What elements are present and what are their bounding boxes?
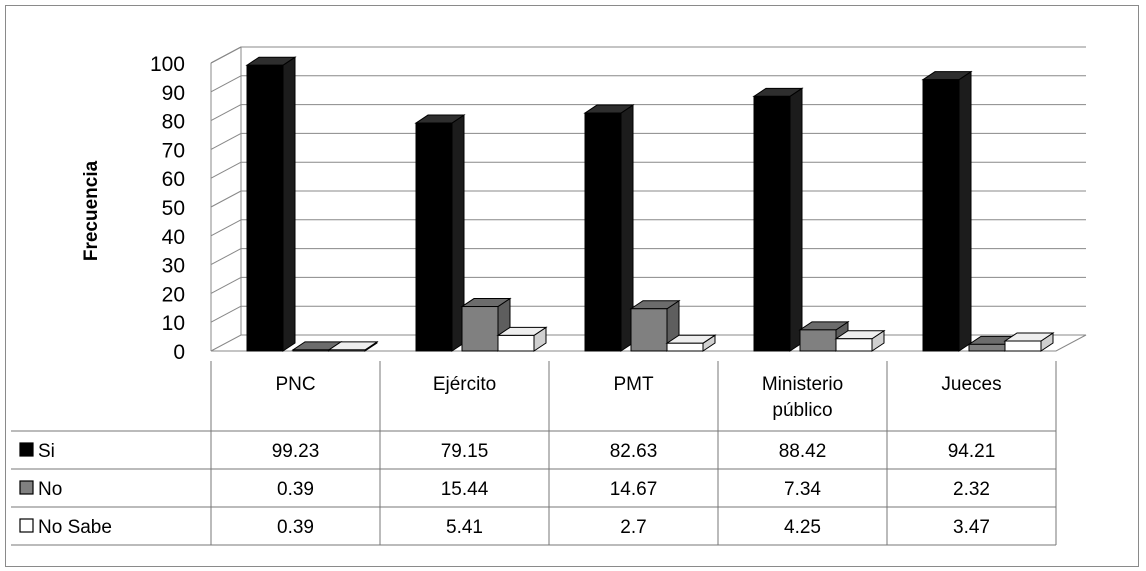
table-value: 2.32 (953, 479, 990, 500)
bar-side (958, 70, 972, 352)
y-tick-label: 50 (162, 197, 185, 220)
table-category-label: PMT (613, 374, 654, 395)
legend-label: No (38, 479, 62, 500)
bar-front (1004, 340, 1042, 352)
bar-front (753, 95, 791, 352)
table-value: 88.42 (779, 441, 827, 462)
table-value: 14.67 (610, 479, 658, 500)
bar-side (789, 87, 803, 352)
data-table: PNC Ejército PMT Ministerio público Jueces Si 9… (11, 361, 1057, 546)
bar-front (461, 306, 499, 352)
gridline-side (210, 276, 242, 294)
table-category-label: público (772, 400, 832, 421)
bar-front (835, 338, 873, 352)
table-value: 0.39 (277, 479, 314, 500)
bar (414, 114, 466, 352)
y-axis-label: Frecuencia (81, 160, 102, 261)
table-value: 4.25 (784, 517, 821, 538)
table-value: 94.21 (948, 441, 996, 462)
y-tick-label: 80 (162, 111, 185, 134)
table-value: 7.34 (784, 479, 821, 500)
bar (629, 299, 681, 352)
bar (496, 326, 548, 352)
bar (665, 334, 717, 352)
gridline-side (210, 219, 242, 237)
bar (245, 56, 297, 352)
bar (327, 340, 379, 352)
bar-side (282, 56, 296, 352)
bar (752, 87, 804, 352)
y-tick-label: 60 (162, 168, 185, 191)
bar-front (328, 349, 366, 352)
table-category-label: Ministerio (762, 374, 843, 395)
gridline-side (210, 75, 242, 93)
bar-front (584, 112, 622, 352)
bar-front (922, 79, 960, 352)
table-category-label: PNC (275, 374, 315, 395)
bar (921, 70, 973, 352)
gridline-side (210, 248, 242, 266)
y-tick-label: 90 (162, 82, 185, 105)
table-value: 79.15 (441, 441, 489, 462)
table-value: 82.63 (610, 441, 658, 462)
y-tick-label: 10 (162, 312, 185, 335)
gridline-side (210, 104, 242, 122)
y-tick-label: 20 (162, 283, 185, 306)
chart-frame: 0 10 20 30 40 50 60 70 80 90 100 Frecuencia PNC Ejé… (5, 5, 1139, 567)
bar-front (968, 343, 1006, 352)
table-value: 15.44 (441, 479, 489, 500)
table-value: 0.39 (277, 517, 314, 538)
y-tick-label: 0 (173, 341, 185, 364)
legend-key (19, 518, 34, 533)
bar-front (630, 308, 668, 352)
legend-key (19, 442, 34, 457)
table-value: 2.7 (620, 517, 646, 538)
table-category-label: Ejército (433, 374, 496, 395)
bar-front (799, 329, 837, 352)
legend-key (19, 480, 34, 495)
gridline-side (210, 305, 242, 323)
table-value: 5.41 (446, 517, 483, 538)
gridline-side (210, 132, 242, 150)
legend-label: Si (38, 441, 55, 462)
bar (1003, 332, 1055, 352)
bar-chart: 0 10 20 30 40 50 60 70 80 90 100 Frecuencia PNC Ejé… (11, 46, 1087, 546)
bars (245, 56, 1055, 352)
y-axis-ticks: 0 10 20 30 40 50 60 70 80 90 100 (150, 53, 185, 364)
y-tick-label: 70 (162, 139, 185, 162)
gridline-side (210, 190, 242, 208)
y-tick-label: 100 (150, 53, 185, 76)
legend-label: No Sabe (38, 517, 112, 538)
y-tick-label: 40 (162, 226, 185, 249)
bar (583, 104, 635, 352)
bar-front (292, 349, 330, 352)
table-category-label: Jueces (941, 374, 1001, 395)
bar-front (497, 334, 535, 352)
bar-front (246, 64, 284, 352)
table-value: 99.23 (272, 441, 320, 462)
y-tick-label: 30 (162, 255, 185, 278)
gridline-side (210, 46, 242, 64)
table-value: 3.47 (953, 517, 990, 538)
bar (834, 329, 886, 352)
bar-front (415, 122, 453, 352)
gridline-side (210, 161, 242, 179)
bar-front (666, 342, 704, 352)
